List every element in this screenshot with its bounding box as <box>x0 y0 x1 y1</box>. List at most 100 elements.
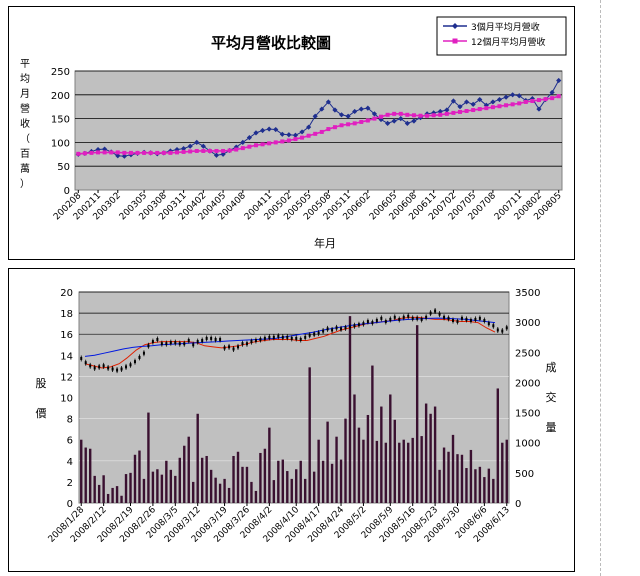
volume-bar <box>384 442 388 503</box>
legend: 3個月平均月營收 12個月平均月營收 <box>436 16 567 56</box>
data-point <box>510 92 516 98</box>
volume-bar <box>505 439 508 503</box>
price-candle <box>411 316 414 320</box>
price-candle <box>469 318 472 322</box>
price-candle <box>402 315 405 319</box>
data-point <box>115 153 121 159</box>
price-candle <box>232 347 235 351</box>
price-tick-label: 10 <box>60 394 73 405</box>
data-point <box>220 151 226 157</box>
data-point <box>194 139 200 145</box>
data-point <box>300 135 305 140</box>
data-point <box>194 148 199 153</box>
volume-bar <box>389 394 392 503</box>
volume-bar <box>277 460 280 503</box>
volume-bar <box>245 466 249 503</box>
price-candle <box>165 342 168 346</box>
data-point <box>391 118 397 124</box>
price-tick-label: 14 <box>60 351 73 362</box>
volume-bar <box>326 421 329 503</box>
price-candle <box>245 342 248 346</box>
data-point <box>437 108 443 115</box>
price-candle <box>219 337 222 341</box>
price-candle <box>335 326 338 330</box>
y-tick-label: 50 <box>57 162 70 173</box>
price-candle <box>447 316 450 320</box>
stock-price-volume-chart: 股價 成交量 0 2 4 6 8 10 12 14 16 18 20 0 500 1000 1500 2000… <box>36 288 557 545</box>
price-tick-label: 6 <box>67 436 73 447</box>
data-point <box>227 148 232 153</box>
volume-tick-label: 1000 <box>515 439 540 450</box>
volume-bar <box>209 469 213 503</box>
y-axis-label-char: 收 <box>20 117 30 130</box>
volume-bar <box>433 406 437 503</box>
volume-bar <box>295 469 298 503</box>
volume-bar <box>357 427 361 503</box>
data-point <box>503 94 509 100</box>
data-point <box>293 137 298 142</box>
price-candle <box>299 337 302 341</box>
price-candle <box>478 316 481 320</box>
price-candle <box>496 328 499 332</box>
data-point <box>516 93 522 99</box>
price-candle <box>259 337 262 341</box>
volume-bar <box>290 478 293 503</box>
price-tick-label: 4 <box>67 457 73 468</box>
volume-axis-label-char: 成 <box>546 361 557 374</box>
y-tick-label: 250 <box>51 67 70 78</box>
data-point <box>187 143 193 149</box>
price-tick-label: 18 <box>60 309 73 320</box>
data-point <box>549 89 555 96</box>
volume-bar <box>160 474 164 503</box>
data-point <box>155 150 160 155</box>
volume-bar <box>263 448 267 503</box>
volume-bar <box>214 477 217 503</box>
data-point <box>161 150 166 155</box>
volume-tick-label: 500 <box>515 469 534 480</box>
data-point <box>142 150 147 155</box>
volume-bar <box>474 469 477 503</box>
data-point <box>405 112 410 117</box>
volume-bar <box>478 466 482 503</box>
volume-bar <box>447 451 450 503</box>
data-point <box>398 111 403 116</box>
data-point <box>122 150 127 155</box>
price-axis-label-char: 股 <box>36 377 47 390</box>
price-candle <box>317 331 320 335</box>
data-point <box>175 150 180 155</box>
volume-bar <box>424 403 428 503</box>
data-point <box>89 150 94 155</box>
price-candle <box>241 342 244 346</box>
price-candle <box>416 316 419 320</box>
price-candle <box>438 312 441 316</box>
data-point <box>431 110 437 116</box>
price-candle <box>304 335 307 339</box>
data-point <box>181 149 186 154</box>
y-tick-label: 0 <box>64 186 70 197</box>
data-point <box>450 98 457 104</box>
data-point <box>279 131 285 137</box>
price-candle <box>174 341 177 345</box>
price-candle <box>183 342 186 346</box>
legend-marker <box>452 38 458 44</box>
price-candle <box>366 320 369 324</box>
chart-title: 平均月營收比較圖 <box>211 34 331 52</box>
data-point <box>213 152 220 158</box>
price-candle <box>98 365 101 369</box>
volume-bar <box>205 455 208 503</box>
y-axis-label-char: 萬 <box>20 162 30 175</box>
data-point <box>82 151 87 156</box>
price-candle <box>187 339 190 343</box>
price-candle <box>84 361 87 365</box>
price-candle <box>375 318 378 322</box>
y-axis-label: 平均月營收 （ 百萬 ） <box>20 59 30 190</box>
data-point <box>464 108 469 113</box>
y-tick-label: 200 <box>51 91 70 102</box>
data-point <box>536 106 542 112</box>
volume-bar <box>442 447 446 503</box>
volume-bar <box>250 481 253 503</box>
price-candle <box>371 321 374 325</box>
price-candle <box>102 364 105 368</box>
price-candle <box>331 328 334 332</box>
data-point <box>471 108 476 113</box>
